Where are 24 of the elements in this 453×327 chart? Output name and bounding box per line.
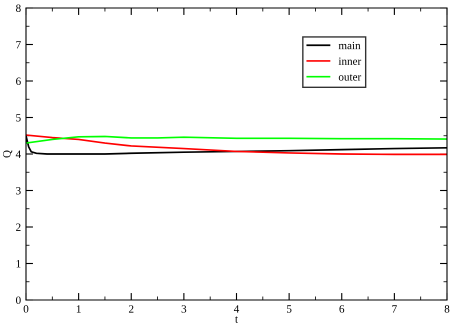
y-tick-label: 4	[16, 150, 21, 158]
legend-label: inner	[338, 57, 362, 65]
x-tick-label: 8	[444, 305, 450, 313]
x-tick-label: 5	[286, 305, 292, 313]
legend-label: main	[338, 42, 360, 50]
x-axis-title: t	[235, 316, 238, 323]
x-tick-label: 1	[76, 305, 81, 313]
y-tick-label: 5	[16, 114, 21, 122]
y-tick-label: 2	[16, 223, 21, 231]
x-tick-label: 2	[128, 305, 134, 313]
line-series	[26, 136, 447, 144]
x-tick-label: 3	[182, 305, 186, 313]
y-tick-label: 3	[16, 186, 21, 194]
x-tick-label: 7	[392, 305, 397, 313]
x-tick-label: 0	[24, 305, 28, 313]
y-axis-title: Q	[3, 150, 12, 158]
y-tick-label: 6	[16, 77, 21, 85]
y-tick-label: 8	[16, 4, 21, 12]
y-tick-label: 7	[16, 41, 21, 48]
y-tick-label: 1	[16, 260, 20, 268]
y-tick-label: 0	[16, 296, 21, 304]
x-tick-label: 6	[339, 305, 344, 313]
legend-label: outer	[338, 74, 362, 81]
x-tick-label: 4	[234, 305, 240, 313]
